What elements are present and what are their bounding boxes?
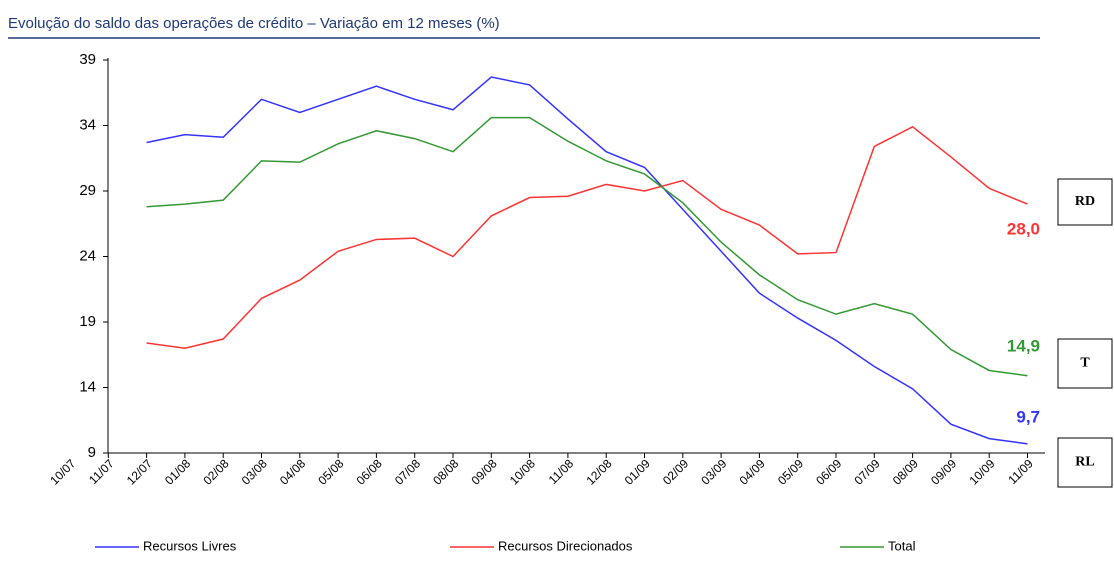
annotation-box	[1057, 338, 1113, 389]
series-line	[146, 116, 1028, 377]
annotation: RL	[1075, 455, 1094, 470]
legend-label: Total	[888, 538, 916, 553]
x-tick-label: 04/08	[277, 456, 308, 487]
value-label: 9,7	[1016, 407, 1040, 426]
y-tick-label: 9	[88, 444, 96, 461]
annotation: T	[1080, 356, 1090, 371]
x-tick-label: 06/09	[813, 456, 844, 487]
x-tick-label: 12/07	[124, 456, 155, 487]
x-tick-label: 05/09	[775, 456, 806, 487]
legend-label: Recursos Livres	[143, 538, 237, 553]
x-tick-label: 06/08	[354, 456, 385, 487]
chart-title: Evolução do saldo das operações de crédi…	[8, 15, 500, 32]
x-tick-label: 08/09	[890, 456, 921, 487]
x-tick-label: 01/08	[162, 456, 193, 487]
y-tick-label: 14	[79, 378, 96, 395]
x-tick-label: 10/07	[47, 456, 78, 487]
annotation: RD	[1075, 194, 1095, 209]
y-tick-label: 39	[79, 51, 96, 68]
x-tick-label: 08/08	[430, 456, 461, 487]
y-tick-label: 34	[79, 116, 96, 133]
x-tick-label: 07/09	[852, 456, 883, 487]
series-line	[146, 76, 1028, 445]
x-tick-label: 09/09	[928, 456, 959, 487]
annotation-box	[1057, 178, 1113, 226]
x-tick-label: 07/08	[392, 456, 423, 487]
y-tick-label: 24	[79, 247, 96, 264]
x-tick-label: 04/09	[737, 456, 768, 487]
x-tick-label: 11/09	[1005, 456, 1036, 487]
x-tick-label: 12/08	[583, 456, 614, 487]
x-tick-label: 02/08	[200, 456, 231, 487]
value-label: 28,0	[1007, 219, 1040, 238]
y-tick-label: 19	[79, 313, 96, 330]
annotation-box	[1057, 437, 1113, 488]
x-tick-label: 11/08	[546, 456, 577, 487]
legend-label: Recursos Direcionados	[498, 538, 633, 553]
x-tick-label: 10/09	[966, 456, 997, 487]
x-tick-label: 02/09	[660, 456, 691, 487]
x-tick-label: 01/09	[622, 456, 653, 487]
series-line	[146, 125, 1028, 349]
x-tick-label: 03/09	[698, 456, 729, 487]
x-tick-label: 03/08	[239, 456, 270, 487]
x-tick-label: 05/08	[315, 456, 346, 487]
y-tick-label: 29	[79, 182, 96, 199]
x-tick-label: 10/08	[507, 456, 538, 487]
value-label: 14,9	[1007, 336, 1040, 355]
x-tick-label: 09/08	[469, 456, 500, 487]
